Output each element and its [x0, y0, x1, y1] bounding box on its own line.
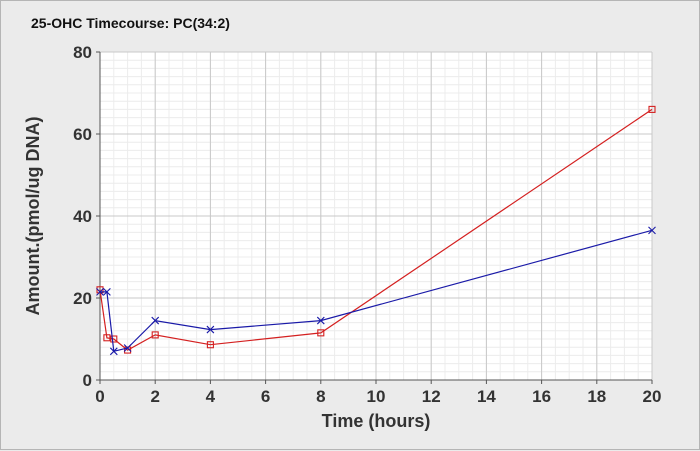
- x-tick-label: 12: [422, 387, 441, 406]
- series-1-point: [317, 329, 325, 337]
- x-tick-label: 16: [532, 387, 551, 406]
- y-tick-label: 0: [83, 371, 92, 390]
- series-1-point: [103, 334, 111, 342]
- x-tick-label: 2: [150, 387, 159, 406]
- series-1-point: [151, 331, 159, 339]
- series-2-point: [96, 287, 104, 296]
- series-2-point: [206, 325, 215, 334]
- series-1-point: [206, 341, 214, 349]
- chart-title: 25-OHC Timecourse: PC(34:2): [31, 15, 230, 31]
- x-tick-label: 18: [587, 387, 606, 406]
- x-tick-label: 6: [261, 387, 270, 406]
- x-axis-label: Time (hours): [322, 411, 431, 431]
- x-tick-label: 0: [95, 387, 104, 406]
- y-tick-label: 20: [73, 289, 92, 308]
- y-tick-label: 80: [73, 43, 92, 62]
- x-tick-label: 14: [477, 387, 496, 406]
- series-2-point: [151, 316, 160, 325]
- x-tick-label: 8: [316, 387, 325, 406]
- series-1-line: [99, 108, 653, 351]
- x-tick-label: 10: [367, 387, 386, 406]
- series-2-point: [103, 287, 111, 296]
- series-2-point: [109, 347, 118, 356]
- series-1-point: [124, 346, 132, 354]
- series-1-point: [96, 286, 104, 294]
- series-1-point: [110, 335, 118, 343]
- x-tick-label: 4: [206, 387, 216, 406]
- y-tick-label: 40: [73, 207, 92, 226]
- series-2-point: [648, 226, 656, 235]
- x-tick-label: 20: [643, 387, 662, 406]
- y-axis-label: Amount.(pmol/ug DNA): [23, 117, 43, 316]
- y-tick-label: 60: [73, 125, 92, 144]
- series-1-point: [648, 105, 656, 113]
- series-2-line: [100, 229, 653, 353]
- series-2-point: [316, 316, 325, 325]
- series-2-point: [123, 344, 132, 352]
